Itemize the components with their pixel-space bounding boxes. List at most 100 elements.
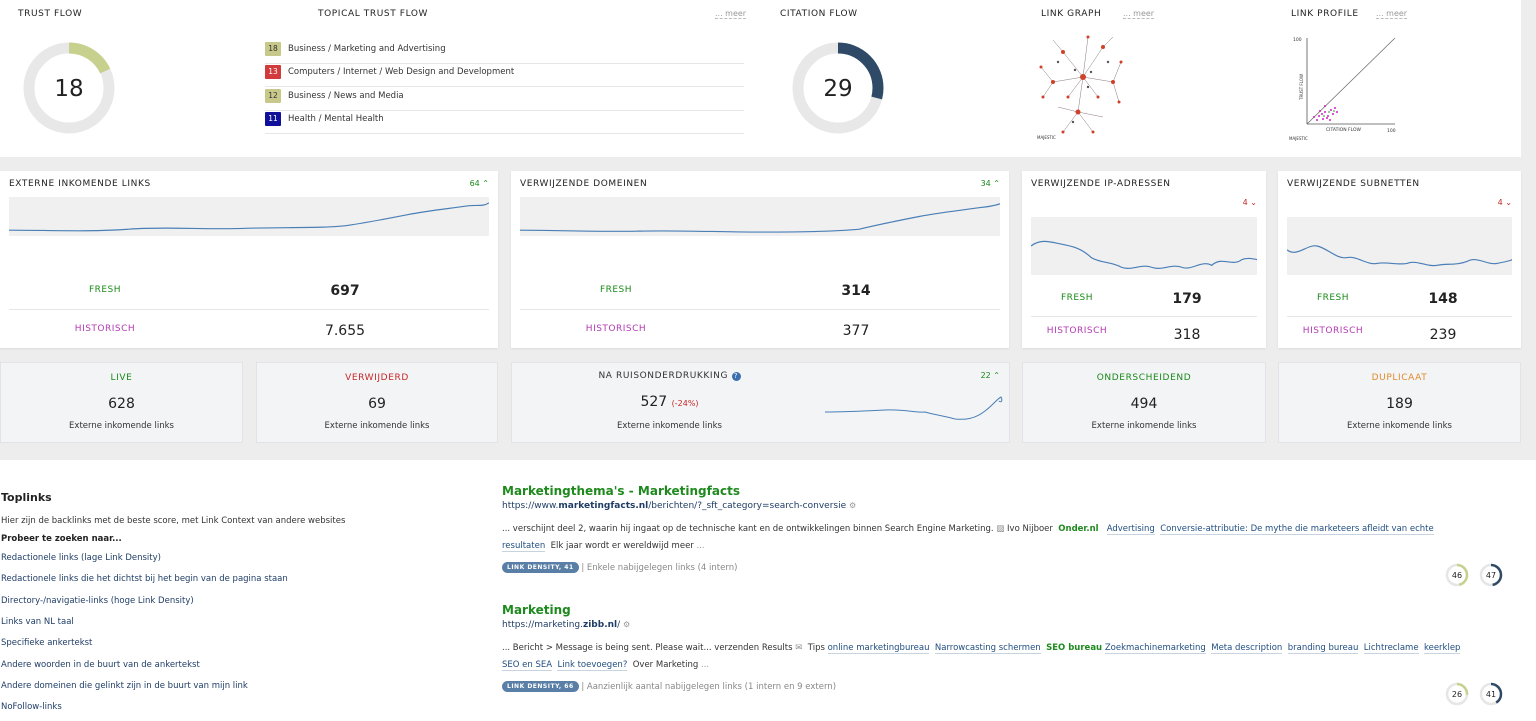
trust-flow-score: 46 bbox=[1452, 571, 1462, 580]
metric-card[interactable]: VERWIJZENDE IP-ADRESSEN 4 ⌄ FRESH 179 HI… bbox=[1022, 171, 1277, 348]
metric-card[interactable]: VERWIJZENDE DOMEINEN 34 ⌃ FRESH 314 HIST… bbox=[511, 171, 1009, 348]
trust-flow-score: 26 bbox=[1452, 690, 1462, 699]
context-link[interactable]: Zoekmachinemarketing bbox=[1104, 643, 1206, 654]
topical-category: Health / Mental Health bbox=[288, 113, 384, 124]
metric-title: VERWIJZENDE DOMEINEN bbox=[520, 179, 648, 189]
fresh-value: 148 bbox=[1428, 291, 1458, 307]
fresh-label: FRESH bbox=[88, 285, 122, 295]
metric-card[interactable]: VERWIJZENDE SUBNETTEN 4 ⌄ FRESH 148 HIST… bbox=[1278, 171, 1521, 348]
citation-flow-value: 29 bbox=[823, 76, 852, 102]
svg-text:100: 100 bbox=[1293, 37, 1302, 43]
citation-flow-label: CITATION FLOW bbox=[780, 9, 858, 19]
metric-title: VERWIJZENDE IP-ADRESSEN bbox=[1031, 179, 1171, 189]
toplinks-filter-link[interactable]: Directory-/navigatie-links (hoge Link De… bbox=[1, 595, 194, 606]
result-url[interactable]: https://www.marketingfacts.nl/berichten/… bbox=[502, 501, 857, 511]
context-link[interactable]: Meta description bbox=[1211, 643, 1283, 654]
help-icon[interactable]: ? bbox=[731, 372, 741, 381]
topical-row[interactable]: 13 Computers / Internet / Web Design and … bbox=[265, 64, 744, 88]
citation-flow-gauge: 29 bbox=[792, 42, 884, 134]
chevron-up-icon: ⌃ bbox=[990, 179, 1000, 188]
link-profile-label: LINK PROFILE bbox=[1291, 9, 1359, 19]
mail-icon: ✉ bbox=[795, 643, 803, 653]
context-link[interactable]: Conversie-attributie: De mythe die marke… bbox=[1160, 524, 1434, 535]
toplinks-filter-link[interactable]: Specifieke ankertekst bbox=[1, 638, 93, 649]
topical-row[interactable]: 18 Business / Marketing and Advertising bbox=[265, 41, 744, 64]
link-profile-chart[interactable]: 100 100 CITATION FLOW TRUST FLOW MAJESTI… bbox=[1287, 32, 1402, 142]
toplinks-filter-link[interactable]: Andere domeinen die gelinkt zijn in de b… bbox=[1, 680, 248, 691]
stat-title: VERWIJDERD bbox=[345, 373, 409, 383]
toplinks-intro: Hier zijn de backlinks met de beste scor… bbox=[1, 516, 346, 526]
toplinks-filter-link[interactable]: Links van NL taal bbox=[1, 616, 74, 627]
metric-card[interactable]: EXTERNE INKOMENDE LINKS 64 ⌃ FRESH 697 H… bbox=[0, 171, 498, 348]
metric-delta: 64 ⌃ bbox=[469, 179, 489, 188]
result-meta: LINK DENSITY, 66 | Aanzienlijk aantal na… bbox=[502, 681, 836, 692]
gear-icon[interactable]: ⚙ bbox=[849, 501, 857, 510]
metric-sparkline bbox=[519, 197, 1001, 236]
metric-delta: 4 ⌄ bbox=[1497, 198, 1512, 207]
topical-score-badge: 18 bbox=[265, 42, 281, 56]
context-link[interactable]: Link toevoegen? bbox=[557, 660, 628, 671]
historic-value: 377 bbox=[842, 323, 870, 339]
historic-label: HISTORISCH bbox=[1302, 326, 1364, 337]
fresh-label: FRESH bbox=[1060, 293, 1094, 303]
link-profile-meer-link[interactable]: ... meer bbox=[1376, 9, 1408, 19]
result-url[interactable]: https://marketing.zibb.nl/ ⚙ bbox=[502, 620, 631, 630]
topical-row[interactable]: 12 Business / News and Media bbox=[265, 88, 744, 111]
fresh-value: 314 bbox=[841, 283, 871, 299]
svg-text:CITATION FLOW: CITATION FLOW bbox=[1326, 127, 1361, 133]
metric-delta: 34 ⌃ bbox=[980, 179, 1000, 188]
context-link[interactable]: resultaten bbox=[502, 541, 546, 552]
topical-score-badge: 13 bbox=[265, 65, 281, 80]
result-title[interactable]: Marketingthema's - Marketingfacts bbox=[502, 484, 740, 498]
context-link[interactable]: keerklep bbox=[1423, 643, 1461, 654]
svg-text:TRUST FLOW: TRUST FLOW bbox=[1299, 74, 1304, 101]
historic-value: 318 bbox=[1173, 327, 1201, 343]
historic-label: HISTORISCH bbox=[1046, 326, 1108, 337]
fresh-label: FRESH bbox=[1316, 293, 1350, 303]
gear-icon[interactable]: ⚙ bbox=[623, 620, 631, 629]
stat-card[interactable]: NA RUISONDERDRUKKING ? 527 (-24%) Extern… bbox=[511, 362, 1010, 443]
metric-sparkline bbox=[8, 197, 490, 236]
context-link[interactable]: SEO en SEA bbox=[502, 660, 553, 671]
stat-sparkline bbox=[825, 396, 1003, 420]
citation-flow-score: 41 bbox=[1486, 690, 1496, 699]
fresh-value: 179 bbox=[1172, 291, 1202, 307]
stat-title: NA RUISONDERDRUKKING ? bbox=[512, 371, 827, 381]
stat-subtitle: Externe inkomende links bbox=[617, 421, 722, 431]
stat-subtitle: Externe inkomende links bbox=[69, 421, 174, 431]
metric-sparkline bbox=[1030, 217, 1277, 275]
toplinks-filter-link[interactable]: NoFollow-links bbox=[1, 702, 62, 713]
toplinks-filter-link[interactable]: Redactionele links (lage Link Density) bbox=[1, 553, 161, 563]
result-title[interactable]: Marketing bbox=[502, 603, 571, 617]
stat-title: LIVE bbox=[110, 373, 133, 383]
chevron-down-icon: ⌄ bbox=[1502, 198, 1512, 207]
stat-card[interactable]: ONDERSCHEIDEND 494 Externe inkomende lin… bbox=[1022, 362, 1266, 443]
topical-score-badge: 12 bbox=[265, 88, 281, 103]
toplinks-filter-link[interactable]: Redactionele links die het dichtst bij h… bbox=[1, 574, 288, 585]
citation-flow-score: 47 bbox=[1486, 571, 1496, 580]
context-link[interactable]: online marketingbureau bbox=[827, 643, 930, 654]
stat-title: ONDERSCHEIDEND bbox=[1096, 373, 1192, 383]
context-link[interactable]: Lichtreclame bbox=[1363, 643, 1419, 654]
stat-card[interactable]: DUPLICAAT 189 Externe inkomende links bbox=[1278, 362, 1521, 443]
context-link[interactable]: branding bureau bbox=[1287, 643, 1359, 654]
stat-subtitle: Externe inkomende links bbox=[1091, 421, 1197, 431]
topical-meer-link[interactable]: ... meer bbox=[715, 9, 747, 19]
chevron-down-icon: ⌄ bbox=[1247, 198, 1257, 207]
topical-category: Business / News and Media bbox=[288, 90, 404, 101]
summary-panel: TRUST FLOW 18 TOPICAL TRUST FLOW ... mee… bbox=[0, 0, 1521, 157]
stat-card[interactable]: LIVE 628 Externe inkomende links bbox=[0, 362, 243, 443]
topical-row[interactable]: 11 Health / Mental Health bbox=[265, 111, 744, 134]
toplinks-filter-link[interactable]: Andere woorden in de buurt van de ankert… bbox=[1, 659, 200, 670]
context-link[interactable]: Advertising bbox=[1106, 524, 1155, 535]
trust-flow-value: 18 bbox=[54, 76, 83, 102]
stat-card[interactable]: VERWIJDERD 69 Externe inkomende links bbox=[256, 362, 498, 443]
divider bbox=[9, 309, 489, 310]
trust-flow-gauge: 18 bbox=[23, 42, 115, 134]
link-graph-image[interactable]: MAJESTIC bbox=[1033, 32, 1123, 142]
svg-text:100: 100 bbox=[1387, 128, 1396, 134]
result-snippet: ... Bericht > Message is being sent. Ple… bbox=[502, 643, 1461, 671]
link-graph-meer-link[interactable]: ... meer bbox=[1123, 9, 1155, 19]
topical-category: Computers / Internet / Web Design and De… bbox=[288, 67, 515, 78]
context-link[interactable]: Narrowcasting schermen bbox=[934, 643, 1041, 654]
